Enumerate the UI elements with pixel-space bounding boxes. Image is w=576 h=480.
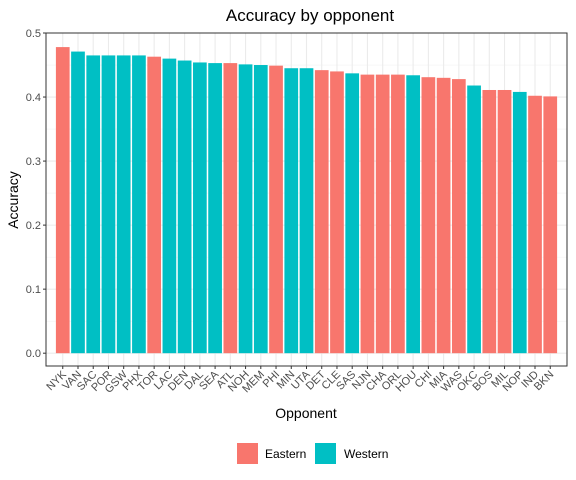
bar-was: [451, 79, 466, 354]
chart-title: Accuracy by opponent: [226, 6, 394, 25]
y-axis-ticks: 0.0 0.1 0.2 0.3 0.4 0.5: [26, 28, 46, 360]
y-tick-label: 0.1: [26, 284, 41, 296]
bar-sac: [86, 55, 101, 354]
bar-hou: [406, 75, 420, 354]
bar-mem: [253, 65, 268, 354]
bar-den: [177, 60, 192, 354]
bar-lac: [162, 58, 177, 354]
bar-atl: [223, 63, 238, 354]
bar-van: [71, 51, 85, 354]
bar-min: [284, 68, 299, 354]
bar-uta: [299, 68, 314, 354]
bar-phi: [269, 65, 283, 354]
bar-sea: [208, 63, 222, 354]
bars: [55, 47, 558, 354]
bar-ind: [528, 95, 542, 354]
bar-bkn: [543, 96, 558, 354]
y-tick-label: 0.3: [26, 156, 41, 168]
y-tick-label: 0.0: [26, 348, 41, 360]
bar-phx: [132, 55, 146, 354]
bar-bos: [482, 89, 497, 354]
bar-por: [101, 55, 116, 354]
bar-sas: [345, 73, 360, 354]
bar-nyk: [55, 47, 70, 354]
bar-dal: [193, 62, 207, 354]
bar-mil: [497, 89, 512, 354]
legend-key-eastern: [237, 443, 258, 464]
legend-key-western: [315, 443, 336, 464]
bar-mia: [436, 77, 451, 354]
legend: Eastern Western: [237, 443, 388, 464]
bar-chi: [421, 77, 436, 354]
legend-label-eastern: Eastern: [265, 447, 306, 461]
bar-det: [314, 70, 329, 354]
bar-njn: [360, 74, 375, 354]
bar-cha: [375, 74, 390, 354]
bar-cle: [330, 71, 344, 354]
bar-tor: [147, 56, 162, 354]
bar-noh: [238, 64, 253, 354]
x-axis-title: Opponent: [275, 405, 337, 421]
legend-label-western: Western: [344, 447, 388, 461]
y-tick-label: 0.2: [26, 220, 41, 232]
bar-gsw: [116, 55, 131, 354]
y-axis-title: Accuracy: [5, 171, 21, 229]
bar-okc: [467, 85, 481, 354]
x-axis-ticks: NYKVANSACPORGSWPHXTORLACDENDALSEAATLNOHM…: [44, 366, 556, 396]
y-tick-label: 0.5: [26, 28, 41, 40]
bar-orl: [391, 74, 405, 354]
bar-nop: [512, 91, 527, 354]
y-tick-label: 0.4: [26, 92, 41, 104]
